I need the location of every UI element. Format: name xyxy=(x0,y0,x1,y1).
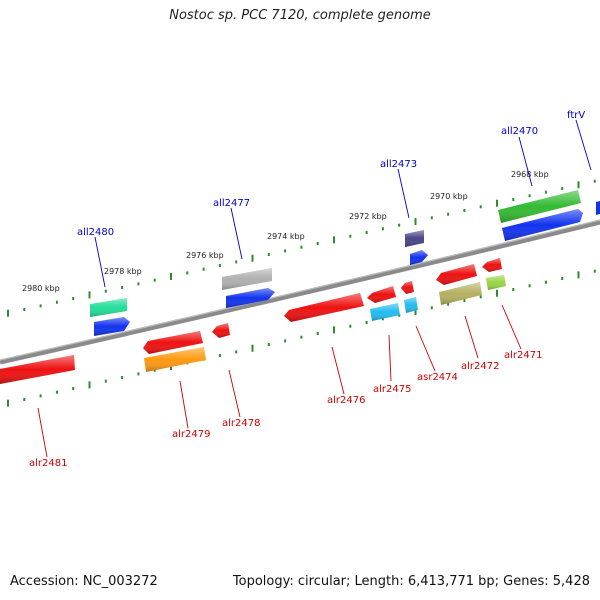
reverse-genes xyxy=(0,258,506,384)
gene-label-all2480[interactable]: all2480 xyxy=(77,227,114,238)
scale-label: 2974 kbp xyxy=(267,232,305,241)
scale-label: 2972 kbp xyxy=(349,212,387,221)
gene-label-all2470[interactable]: all2470 xyxy=(501,126,538,137)
scale-label: 2980 kbp xyxy=(22,284,60,293)
gene-label-alr2475[interactable]: alr2475 xyxy=(373,384,411,395)
gene-label-all2477[interactable]: all2477 xyxy=(213,198,250,209)
gene-ftrV-block[interactable] xyxy=(596,201,600,215)
gene-label-ftrV[interactable]: ftrV xyxy=(567,110,585,121)
scale-label: 2970 kbp xyxy=(430,192,468,201)
gene-label-asr2474[interactable]: asr2474 xyxy=(417,372,458,383)
accession-text: Accession: NC_003272 xyxy=(10,574,158,589)
scale-label: 2978 kbp xyxy=(104,267,142,276)
gene-label-alr2476[interactable]: alr2476 xyxy=(327,395,365,406)
forward-genes xyxy=(90,190,600,336)
genome-summary-text: Topology: circular; Length: 6,413,771 bp… xyxy=(232,574,590,589)
gene-label-all2473[interactable]: all2473 xyxy=(380,159,417,170)
map-title: Nostoc sp. PCC 7120, complete genome xyxy=(169,8,431,23)
gene-label-alr2472[interactable]: alr2472 xyxy=(461,361,499,372)
gene-labels: all2480 all2477 all2473 all2470 ftrV alr… xyxy=(29,110,585,469)
scale-ticks-top xyxy=(7,179,596,317)
scale-labels: 2980 kbp 2978 kbp 2976 kbp 2974 kbp 2972… xyxy=(22,170,549,293)
scale-label: 2968 kbp xyxy=(511,170,549,179)
genome-backbone xyxy=(0,219,600,365)
scale-label: 2976 kbp xyxy=(186,251,224,260)
gene-label-alr2478[interactable]: alr2478 xyxy=(222,418,260,429)
gene-label-alr2471[interactable]: alr2471 xyxy=(504,350,542,361)
gene-label-alr2479[interactable]: alr2479 xyxy=(172,429,210,440)
leader-lines xyxy=(37,119,592,458)
gene-label-alr2481[interactable]: alr2481 xyxy=(29,458,67,469)
genome-backbone-highlight xyxy=(0,219,600,361)
